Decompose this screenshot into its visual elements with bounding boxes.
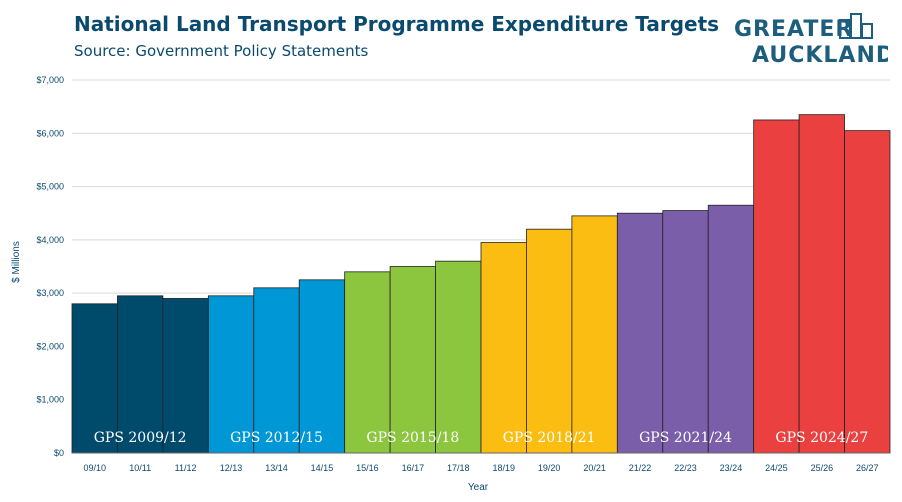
gps-period-label: GPS 2024/27: [775, 430, 868, 446]
x-tick-label: 22/23: [674, 463, 697, 473]
y-tick-label: $6,000: [36, 128, 64, 138]
bar-24-25: [753, 119, 800, 454]
bar-11-12: [162, 298, 209, 454]
x-axis-ticks: 09/10 10/11 11/12 12/13 13/14 14/15 15/16 16/17…: [83, 463, 878, 473]
bar-13-14: [253, 287, 300, 454]
y-tick-label: $3,000: [36, 288, 64, 298]
city-buildings-icon: [839, 13, 873, 39]
x-tick-label: 21/22: [629, 463, 652, 473]
logo-line1: GREATER: [734, 17, 853, 42]
x-tick-label: 18/19: [492, 463, 515, 473]
x-tick-label: 19/20: [538, 463, 561, 473]
x-tick-label: 24/25: [765, 463, 788, 473]
bar-21-22: [616, 212, 664, 454]
bar-26-27: [844, 130, 891, 454]
bar-22-23: [662, 210, 709, 454]
bar-16-17: [389, 266, 436, 454]
gps-period-label: GPS 2012/15: [230, 430, 323, 446]
x-tick-label: 23/24: [720, 463, 743, 473]
gps-period-label: GPS 2009/12: [94, 430, 187, 446]
bar-20-21: [571, 215, 618, 454]
x-tick-label: 11/12: [175, 463, 197, 473]
bar-17-18: [435, 260, 482, 454]
x-tick-label: 10/11: [129, 463, 151, 473]
x-tick-label: 13/14: [265, 463, 288, 473]
y-tick-label: $5,000: [36, 182, 64, 192]
greater-auckland-logo: GREATER AUCKLAND: [734, 13, 888, 66]
bar-18-19: [480, 242, 527, 454]
bar-23-24: [707, 204, 755, 454]
y-tick-label: $1,000: [36, 395, 64, 405]
chart-subtitle: Source: Government Policy Statements: [74, 42, 369, 60]
x-tick-label: 12/13: [220, 463, 243, 473]
gps-period-labels: GPS 2009/12 GPS 2012/15 GPS 2015/18 GPS 201…: [94, 430, 868, 446]
x-tick-label: 17/18: [447, 463, 470, 473]
bar-14-15: [298, 279, 346, 454]
x-tick-label: 25/26: [811, 463, 834, 473]
gps-period-label: GPS 2015/18: [366, 430, 459, 446]
bar-12-13: [207, 295, 255, 454]
x-tick-label: 09/10: [83, 463, 106, 473]
x-tick-label: 15/16: [356, 463, 379, 473]
logo-line2: AUCKLAND: [752, 43, 888, 66]
bar-25-26: [798, 114, 845, 454]
x-axis-label: Year: [468, 482, 489, 493]
x-tick-label: 16/17: [402, 463, 425, 473]
bars: [71, 114, 891, 454]
x-tick-label: 14/15: [311, 463, 334, 473]
x-tick-label: 26/27: [856, 463, 879, 473]
gps-period-label: GPS 2018/21: [503, 430, 596, 446]
y-tick-label: $4,000: [36, 235, 64, 245]
chart-title: National Land Transport Programme Expend…: [74, 12, 720, 36]
bar-19-20: [526, 228, 573, 454]
y-axis-label: $ Millions: [11, 241, 22, 283]
y-tick-label: $0: [54, 448, 64, 458]
y-axis-ticks: $0 $1,000 $2,000 $3,000 $4,000 $5,000 $6,000 $7…: [36, 75, 64, 458]
y-tick-label: $2,000: [36, 341, 64, 351]
x-tick-label: 20/21: [583, 463, 606, 473]
y-tick-label: $7,000: [36, 75, 64, 85]
gps-period-label: GPS 2021/24: [639, 430, 732, 446]
bar-15-16: [344, 271, 391, 454]
